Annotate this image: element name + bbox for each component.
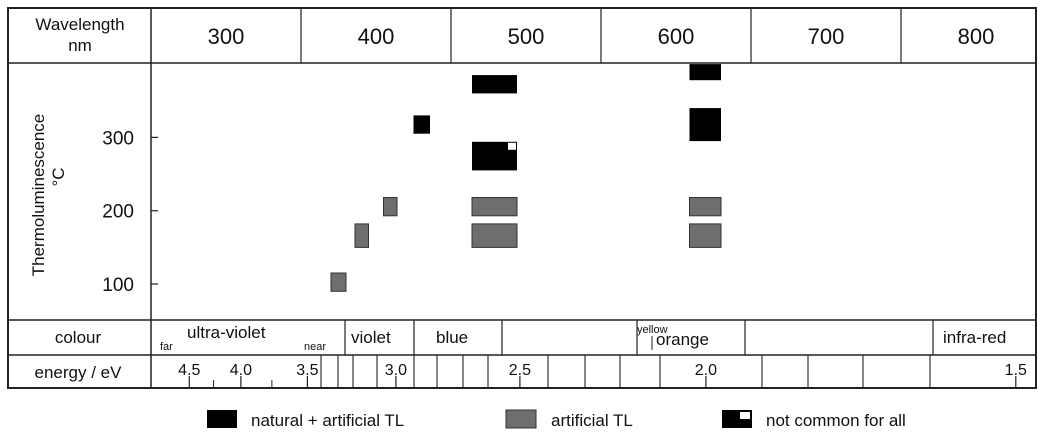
wavelength-tick-label: 500 (508, 24, 545, 49)
y-axis-unit-label: °C (49, 167, 68, 186)
colour-orange-label: orange (656, 330, 709, 349)
legend: natural + artificial TL artificial TL no… (207, 409, 906, 430)
wavelength-header-dividers (300, 8, 902, 63)
wavelength-tick-label: 400 (358, 24, 395, 49)
energy-tick-label: 4.5 (178, 362, 200, 379)
tl-band-artificial (383, 197, 398, 217)
energy-tick-label: 2.0 (695, 362, 717, 379)
wavelength-tick-label: 700 (808, 24, 845, 49)
energy-tick-marks (188, 376, 1017, 388)
wavelength-tick-labels: 300 400 500 600 700 800 (208, 24, 995, 49)
y-axis-tick-labels: 100 200 300 (102, 128, 134, 296)
tl-band-natural (689, 64, 721, 81)
y-axis-label: Thermoluminescence (29, 114, 48, 277)
colour-infrared-label: infra-red (943, 328, 1006, 347)
tl-band-artificial (330, 272, 347, 292)
tl-band-artificial (471, 223, 518, 248)
colour-blue-label: blue (436, 328, 468, 347)
y-axis-tick-marks (151, 136, 158, 285)
tl-bands (330, 64, 722, 292)
energy-tick-label: 3.0 (385, 362, 407, 379)
tl-band-artificial (689, 223, 722, 248)
tl-band-natural (413, 115, 430, 134)
tl-band-natural (472, 75, 517, 94)
wavelength-label: Wavelength (35, 15, 124, 34)
colour-ultraviolet-label: ultra-violet (187, 323, 266, 342)
energy-tick-label: 2.5 (509, 362, 531, 379)
colour-row-dividers (344, 320, 934, 355)
legend-natural-swatch (207, 410, 237, 428)
tl-band-artificial (354, 223, 369, 248)
tl-band-natural (689, 108, 721, 142)
energy-tick-label: 1.5 (1005, 362, 1027, 379)
colour-far-label: far (160, 341, 173, 353)
energy-tick-labels: 4.5 4.0 3.5 3.0 2.5 2.0 1.5 (178, 362, 1027, 379)
chart-frame (7, 7, 1037, 389)
legend-natural-label: natural + artificial TL (251, 411, 404, 430)
y-tick-label: 100 (102, 275, 134, 296)
wavelength-unit-label: nm (68, 36, 92, 55)
y-tick-label: 200 (102, 202, 134, 223)
energy-tick-label: 4.0 (230, 362, 252, 379)
wavelength-tick-label: 600 (658, 24, 695, 49)
legend-not-common-label: not common for all (766, 411, 906, 430)
legend-not-common-notch (740, 412, 750, 419)
colour-near-label: near (304, 341, 326, 353)
colour-row-label: colour (55, 328, 102, 347)
tl-band-artificial (689, 197, 722, 217)
energy-row-label: energy / eV (35, 363, 123, 382)
y-tick-label: 300 (102, 128, 134, 149)
legend-artificial-label: artificial TL (551, 411, 633, 430)
wavelength-tick-label: 800 (958, 24, 995, 49)
tl-band-not-common-notch (508, 142, 516, 150)
colour-violet-label: violet (351, 328, 391, 347)
tl-band-artificial (471, 197, 518, 217)
colour-yellow-label: yellow (637, 324, 668, 336)
legend-artificial-swatch (505, 409, 537, 429)
energy-tick-label: 3.5 (296, 362, 318, 379)
energy-row-dividers (320, 355, 931, 388)
wavelength-tick-label: 300 (208, 24, 245, 49)
